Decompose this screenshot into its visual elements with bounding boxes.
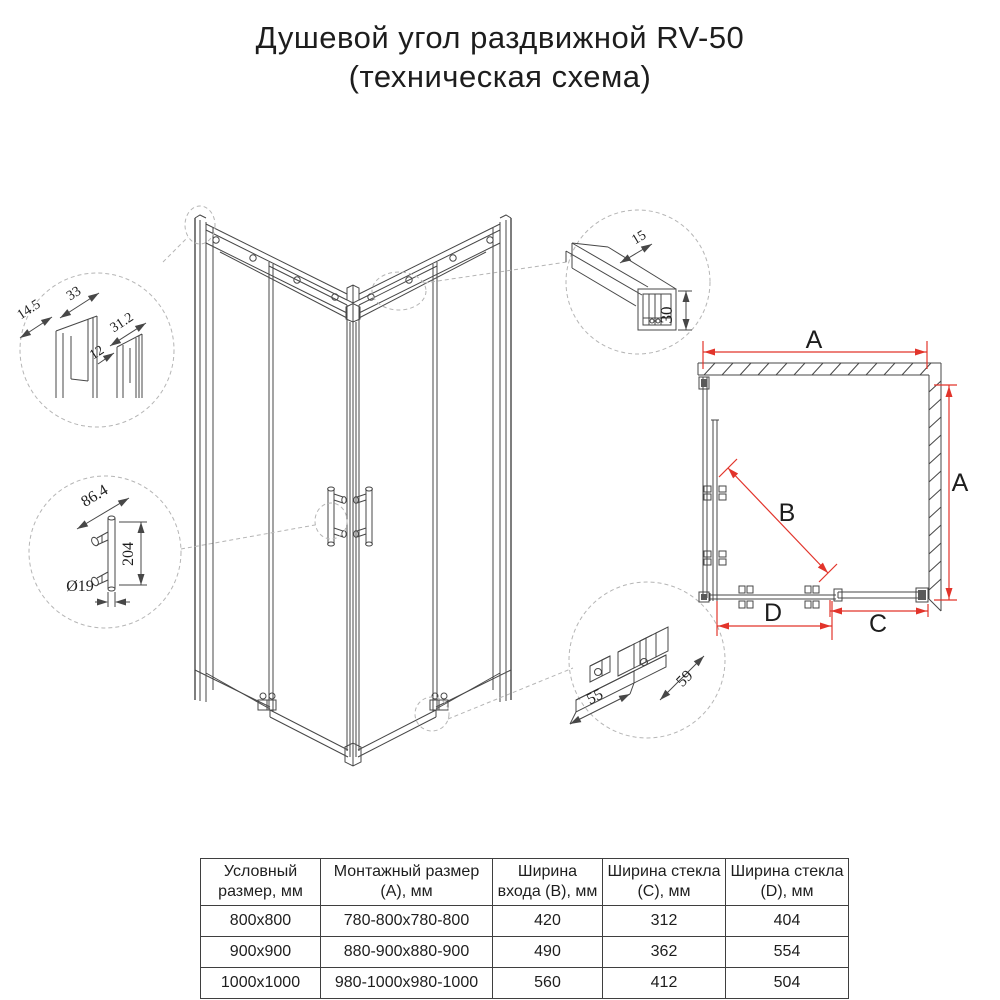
dim-bracket-width: 55 [584,686,606,708]
plan-bottom-panels [698,585,929,609]
plan-label-width-a: A [806,326,823,354]
roller-bracket-right [429,692,449,711]
table-row: 1000x1000 980-1000x980-1000 560 412 504 [200,967,849,999]
plan-view: A A B C D [697,326,969,640]
title-line-1: Душевой угол раздвижной RV-50 [255,20,745,55]
table-row: 900x900 880-900x880-900 490 362 554 [200,936,849,968]
cell-glass-d: 504 [725,967,849,999]
cell-mounting: 780-800x780-800 [320,905,493,937]
plan-left-panels [698,376,727,601]
cell-entry: 420 [492,905,603,937]
header-glass-c-width: Ширина стекла (C), мм [602,858,726,906]
table-header-row: Условный размер, мм Монтажный размер (А)… [200,858,849,906]
main-isometric-view [194,214,512,767]
cell-glass-c: 362 [602,936,726,968]
cell-mounting: 880-900x880-900 [320,936,493,968]
header-glass-d-width: Ширина стекла (D), мм [725,858,849,906]
detail-handle: 86.4 204 Ø19 [28,475,182,629]
dim-profile-14-5: 14.5 [15,297,44,323]
cell-entry: 560 [492,967,603,999]
plan-label-height-a: A [952,469,969,497]
detail-top-rail: 15 30 [565,209,711,355]
header-entry-width: Ширина входа (B), мм [492,858,603,906]
cell-nominal: 900x900 [200,936,321,968]
dim-handle-length: 204 [120,542,137,566]
page-title: Душевой угол раздвижной RV-50 (техническ… [0,18,1000,96]
dim-rail-width: 15 [629,228,649,248]
cell-nominal: 800x800 [200,905,321,937]
callout-leaders [162,205,574,732]
dim-profile-33: 33 [64,284,84,304]
cell-entry: 490 [492,936,603,968]
header-mounting-size: Монтажный размер (А), мм [320,858,493,906]
door-handle-right [353,486,373,547]
plan-label-glass-c: C [869,610,887,638]
dim-bracket-depth: 59 [673,667,696,690]
plan-label-entry-b: B [779,499,796,527]
rail-screws [212,236,494,301]
detail-corner-bracket: 55 59 [568,581,726,739]
dim-handle-offset: 86.4 [78,482,111,511]
cell-glass-c: 312 [602,905,726,937]
cell-glass-d: 554 [725,936,849,968]
plan-label-glass-d: D [764,599,782,627]
title-line-2: (техническая схема) [348,59,652,94]
header-nominal-size: Условный размер, мм [200,858,321,906]
dim-profile-12: 12 [87,343,107,363]
door-handle-left [327,486,347,547]
plan-walls [697,362,942,612]
roller-bracket-left [257,692,277,711]
plan-dimensions [702,341,957,640]
cell-glass-c: 412 [602,967,726,999]
table-row: 800x800 780-800x780-800 420 312 404 [200,905,849,937]
cell-mounting: 980-1000x980-1000 [320,967,493,999]
size-table: Условный размер, мм Монтажный размер (А)… [200,858,849,999]
cell-glass-d: 404 [725,905,849,937]
cell-nominal: 1000x1000 [200,967,321,999]
dim-rail-height: 30 [657,307,676,324]
detail-wall-profiles: 14.5 33 31.2 12 [15,272,175,428]
dim-handle-diameter: Ø19 [66,578,94,595]
